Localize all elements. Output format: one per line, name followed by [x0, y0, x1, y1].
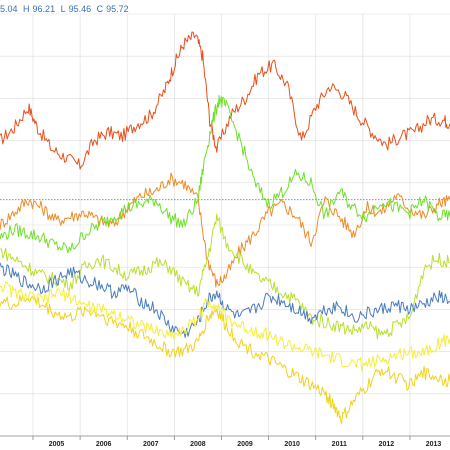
- series-line-green[interactable]: [0, 94, 450, 254]
- x-tick-label: 2007: [143, 441, 159, 448]
- chart-grid: [0, 13, 450, 437]
- ohlc-close-label: C: [96, 4, 104, 14]
- ohlc-high-label: H: [23, 4, 30, 14]
- series-line-dark-orange[interactable]: [0, 31, 450, 170]
- series-group: [0, 31, 450, 425]
- series-line-blue[interactable]: [0, 262, 450, 339]
- ohlc-open-value: 5.04: [0, 4, 18, 14]
- x-tick-label: 2010: [284, 441, 300, 448]
- ohlc-low-value: 95.46: [68, 4, 92, 14]
- x-tick-label: 2008: [190, 441, 206, 448]
- ohlc-close-value: 95.72: [106, 4, 129, 14]
- x-tick-label: 2005: [49, 441, 65, 448]
- x-tick-label: 2013: [426, 441, 442, 448]
- x-tick-label: 2009: [237, 441, 253, 448]
- ohlc-low-label: L: [60, 4, 66, 14]
- x-tick-label: 2011: [332, 441, 347, 448]
- series-line-orange[interactable]: [0, 172, 450, 288]
- ohlc-high-value: 96.21: [32, 4, 56, 14]
- x-axis: 2005 2006 2007 2008 2009 2010 2011 2012 2013: [0, 435, 450, 448]
- ohlc-readout: 5.04 H 96.21 L 95.46 C 95.72: [0, 4, 132, 14]
- x-tick-label: 2006: [96, 441, 112, 448]
- series-line-yellow-green[interactable]: [0, 213, 450, 340]
- x-tick-label: 2012: [379, 441, 395, 448]
- series-line-light-yellow[interactable]: [0, 281, 450, 372]
